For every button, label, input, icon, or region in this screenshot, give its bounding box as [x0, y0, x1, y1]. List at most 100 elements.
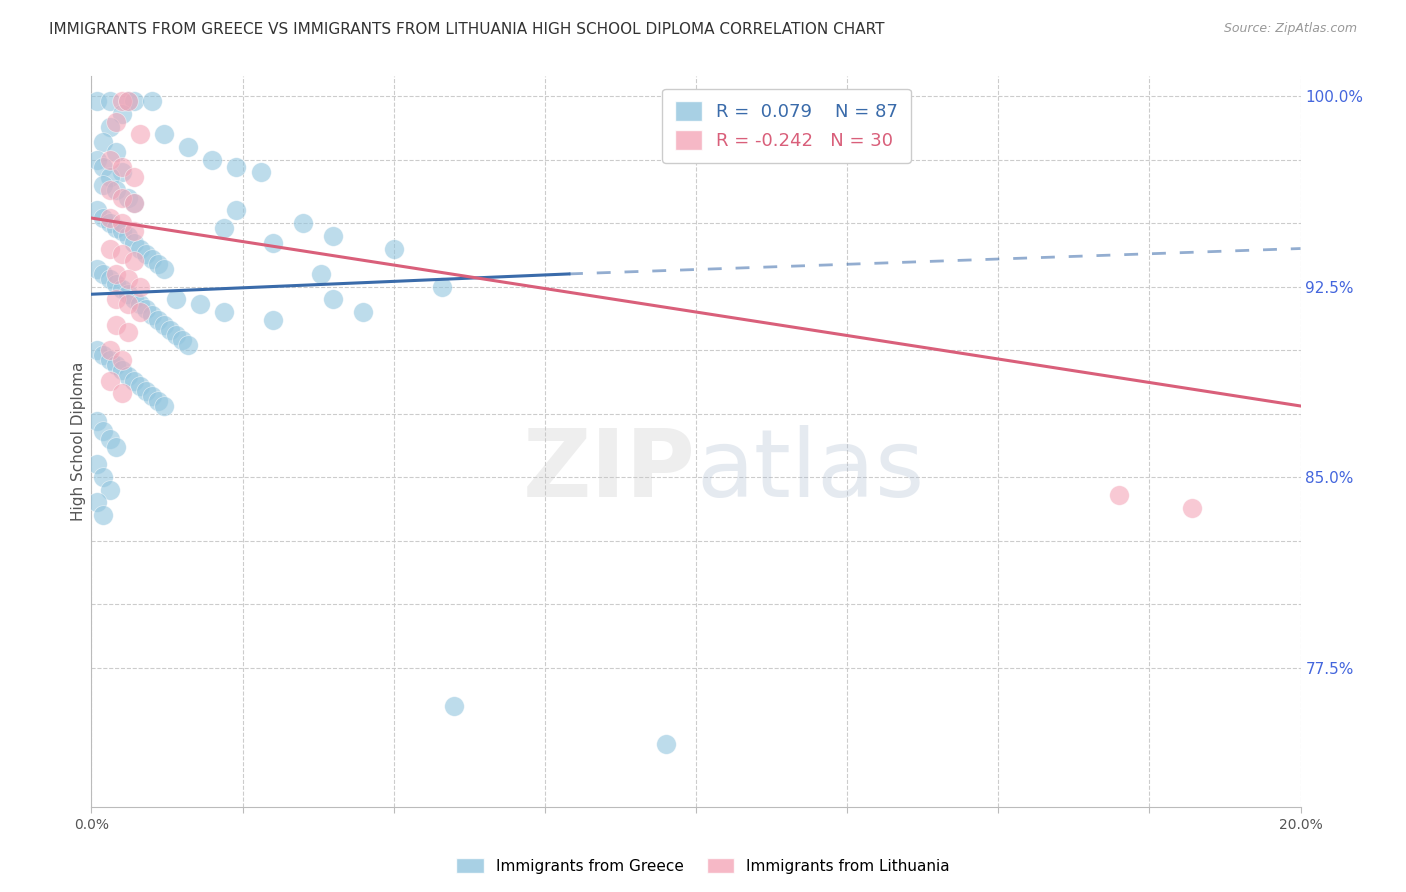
Point [104, 277, 127, 291]
Point [352, 305, 374, 319]
Point [104, 183, 127, 197]
Point [98, 216, 121, 230]
Point [111, 363, 132, 377]
Point [104, 318, 127, 332]
Point [111, 282, 132, 296]
Point [117, 94, 139, 108]
Point [98, 432, 121, 446]
Point [1108, 488, 1130, 502]
Point [146, 312, 169, 326]
Point [128, 242, 150, 256]
Point [86, 94, 108, 108]
Point [225, 161, 247, 175]
Point [262, 236, 284, 251]
Point [98, 211, 121, 225]
Point [104, 221, 127, 235]
Point [104, 114, 127, 128]
Point [309, 267, 332, 281]
Point [177, 338, 200, 352]
Point [141, 389, 163, 403]
Point [93, 425, 115, 439]
Point [111, 191, 132, 205]
Point [128, 297, 150, 311]
Legend: Immigrants from Greece, Immigrants from Lithuania: Immigrants from Greece, Immigrants from … [450, 852, 956, 880]
Point [146, 393, 169, 408]
Point [122, 254, 145, 268]
Point [93, 508, 115, 523]
Point [117, 368, 139, 383]
Point [165, 293, 187, 307]
Point [443, 698, 465, 713]
Point [98, 120, 121, 134]
Legend: R =  0.079    N = 87, R = -0.242   N = 30: R = 0.079 N = 87, R = -0.242 N = 30 [662, 88, 911, 162]
Point [128, 279, 150, 293]
Point [104, 293, 127, 307]
Point [117, 191, 139, 205]
Point [322, 293, 344, 307]
Point [93, 470, 115, 484]
Point [98, 170, 121, 185]
Point [201, 153, 224, 167]
Text: IMMIGRANTS FROM GREECE VS IMMIGRANTS FROM LITHUANIA HIGH SCHOOL DIPLOMA CORRELAT: IMMIGRANTS FROM GREECE VS IMMIGRANTS FRO… [49, 22, 884, 37]
Point [93, 135, 115, 149]
Point [117, 287, 139, 301]
Point [122, 195, 145, 210]
Point [159, 323, 181, 337]
Point [122, 170, 145, 185]
Point [430, 279, 453, 293]
Point [292, 216, 315, 230]
Point [104, 145, 127, 159]
Point [1181, 500, 1204, 515]
Point [98, 374, 121, 388]
Y-axis label: High School Diploma: High School Diploma [70, 362, 86, 521]
Point [98, 343, 121, 357]
Point [153, 261, 176, 276]
Text: atlas: atlas [696, 425, 924, 516]
Point [214, 305, 236, 319]
Point [86, 343, 108, 357]
Point [122, 224, 145, 238]
Point [98, 94, 121, 108]
Point [98, 153, 121, 167]
Point [111, 94, 132, 108]
Point [104, 267, 127, 281]
Text: Source: ZipAtlas.com: Source: ZipAtlas.com [1223, 22, 1357, 36]
Point [128, 127, 150, 141]
Point [153, 399, 176, 413]
Point [98, 272, 121, 286]
Point [214, 221, 236, 235]
Point [225, 203, 247, 218]
Point [86, 414, 108, 428]
Point [122, 374, 145, 388]
Point [128, 305, 150, 319]
Point [165, 327, 187, 342]
Point [111, 107, 132, 121]
Point [86, 495, 108, 509]
Point [172, 333, 194, 347]
Point [98, 483, 121, 497]
Point [111, 165, 132, 179]
Point [111, 224, 132, 238]
Point [249, 165, 271, 179]
Point [262, 312, 284, 326]
Point [135, 246, 157, 260]
Point [141, 252, 163, 266]
Point [98, 353, 121, 368]
Point [135, 384, 157, 398]
Point [111, 353, 132, 368]
Point [117, 272, 139, 286]
Point [93, 267, 115, 281]
Point [86, 203, 108, 218]
Point [111, 161, 132, 175]
Point [117, 228, 139, 243]
Point [654, 737, 676, 751]
Point [141, 94, 163, 108]
Text: ZIP: ZIP [523, 425, 696, 516]
Point [122, 293, 145, 307]
Point [93, 178, 115, 192]
Point [111, 386, 132, 401]
Point [322, 228, 344, 243]
Point [98, 183, 121, 197]
Point [382, 242, 405, 256]
Point [111, 216, 132, 230]
